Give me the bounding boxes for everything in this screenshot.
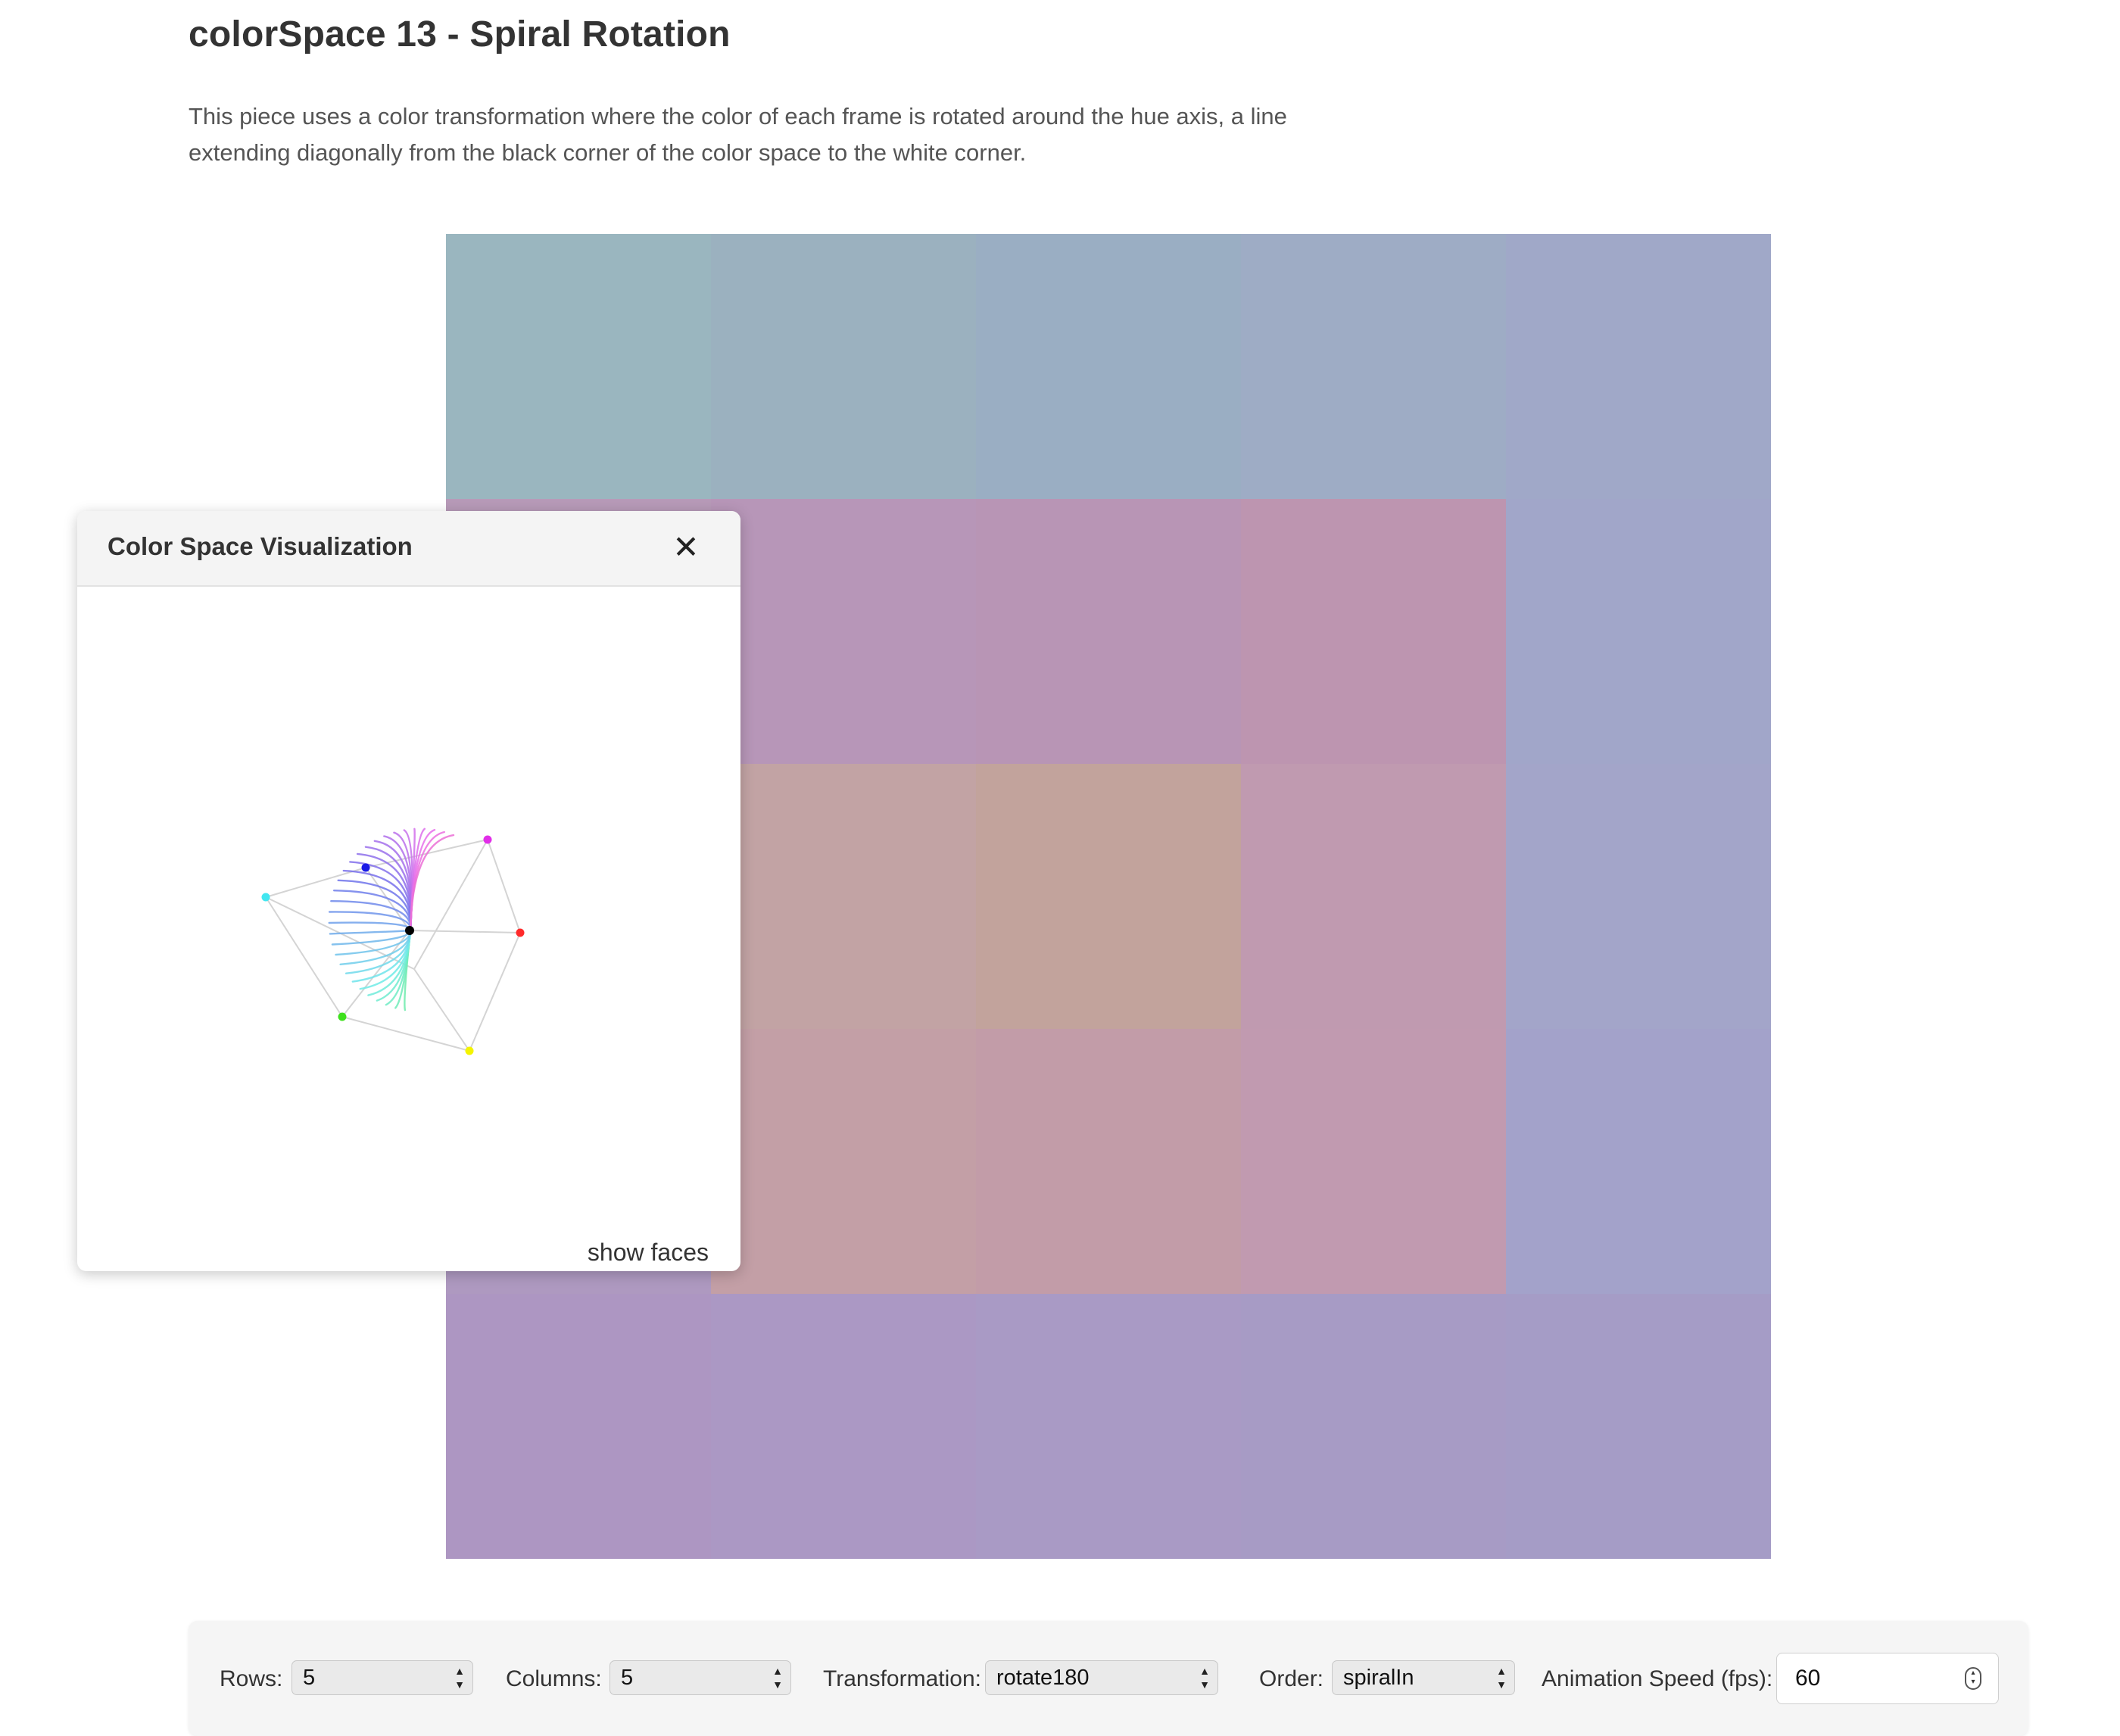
trail-curve [409,834,455,932]
grid-cell [711,499,976,764]
order-label: Order: [1259,1666,1324,1691]
cube-edge [265,867,366,898]
blue-vertex [361,863,370,872]
grid-cell [711,1029,976,1294]
grid-cell [1506,1294,1771,1559]
columns-select[interactable]: 5 ▲ ▼ [610,1660,791,1695]
grid-cell [711,1294,976,1559]
cube-edge [265,896,343,1018]
trail-curve [329,929,412,935]
grid-cell [711,764,976,1029]
page-title: colorSpace 13 - Spiral Rotation [189,14,731,55]
order-select[interactable]: spiralIn ▲ ▼ [1332,1660,1515,1695]
grid-cell [1241,499,1506,764]
transformation-select-value: rotate180 [996,1666,1090,1690]
grid-cell [446,234,711,499]
columns-label: Columns: [506,1666,602,1691]
select-arrows-icon: ▲ ▼ [1496,1665,1507,1691]
animation-speed-value: 60 [1795,1666,1821,1691]
select-arrows-icon: ▲ ▼ [454,1665,465,1691]
color-space-visualization-panel[interactable]: Color Space Visualization ✕ show faces [77,511,740,1271]
show-faces-toggle[interactable]: show faces [587,1239,709,1266]
yellow-vertex [465,1046,474,1055]
grid-cell [1241,234,1506,499]
grid-cell [1506,1029,1771,1294]
select-arrows-icon: ▲ ▼ [1199,1665,1210,1691]
cube-edge [469,932,521,1052]
cube-vertices [261,835,525,1055]
panel-title: Color Space Visualization [108,532,413,560]
select-arrows-icon: ▲ ▼ [772,1665,783,1691]
page-description: This piece uses a color transformation w… [189,103,1287,166]
magenta-vertex [483,835,492,844]
cube-edge [487,839,521,933]
columns-select-value: 5 [621,1666,634,1690]
grid-cell [976,234,1241,499]
transformation-label: Transformation: [823,1666,981,1691]
grid-cell [976,499,1241,764]
animation-speed-input[interactable]: 60 ▴ ▾ [1776,1653,1999,1704]
grid-cell [446,1294,711,1559]
rows-select-value: 5 [303,1666,316,1690]
cyan-vertex [261,893,270,902]
order-select-value: spiralIn [1343,1666,1414,1690]
grid-cell [976,1029,1241,1294]
hue-rotation-trails [328,827,455,1011]
cube-edge [409,930,521,933]
grid-cell [976,1294,1241,1559]
animation-speed-label: Animation Speed (fps): [1542,1666,1773,1691]
black-vertex [405,926,414,935]
transformation-select[interactable]: rotate180 ▲ ▼ [985,1660,1218,1695]
grid-cell [1241,1029,1506,1294]
trail-curve [342,869,412,932]
controls-bar: Rows: 5 ▲ ▼ Columns: 5 ▲ ▼ Transformation:… [189,1621,2028,1736]
cube-edge [413,968,470,1052]
grid-cell [1241,1294,1506,1559]
color-space-cube-view[interactable] [77,587,740,1192]
number-spinner-icon[interactable]: ▴ ▾ [1965,1667,1981,1690]
grid-cell [1506,499,1771,764]
green-vertex [338,1012,347,1021]
close-icon[interactable]: ✕ [672,529,700,565]
rows-label: Rows: [220,1666,283,1691]
color-grid [446,234,1771,1559]
grid-cell [1506,234,1771,499]
grid-cell [711,234,976,499]
cube-edge [341,930,410,1018]
cube-edge [413,839,488,970]
cube-edge [341,1016,470,1052]
grid-cell [976,764,1241,1029]
red-vertex [516,928,525,937]
grid-cell [1241,764,1506,1029]
trail-curve [328,921,412,932]
grid-cell [1506,764,1771,1029]
panel-header[interactable]: Color Space Visualization ✕ [77,511,740,587]
rows-select[interactable]: 5 ▲ ▼ [292,1660,473,1695]
